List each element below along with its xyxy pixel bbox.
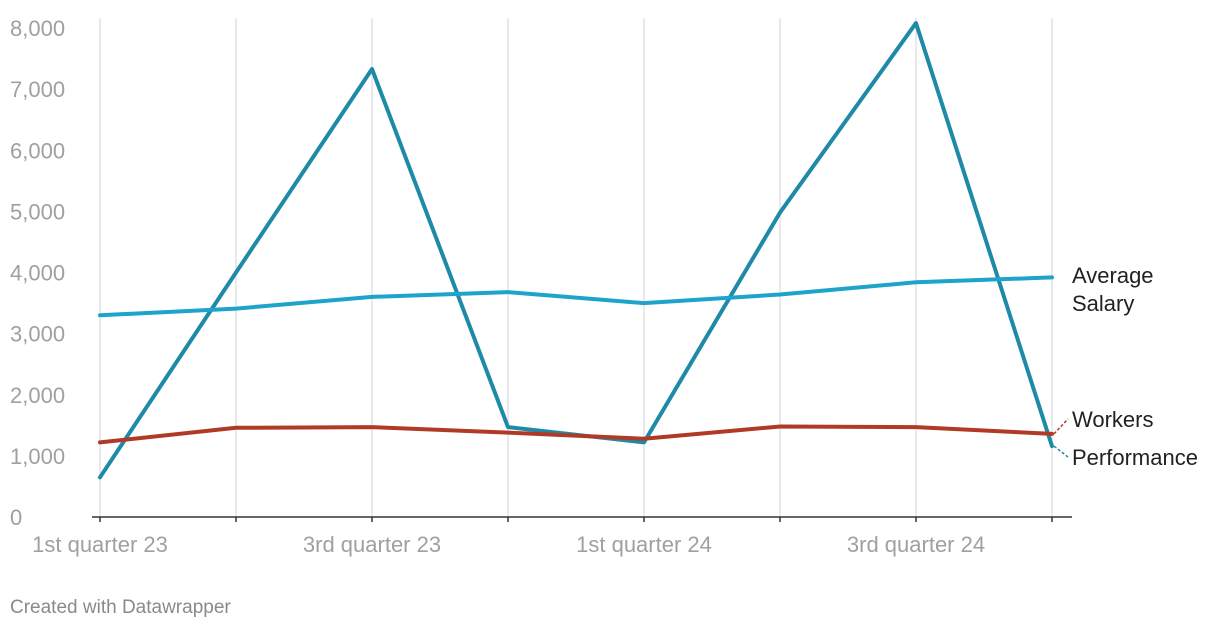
y-tick-label-6: 6,000: [10, 138, 65, 163]
series-lines: [98, 21, 1054, 480]
y-tick-label-7: 7,000: [10, 77, 65, 102]
series-line-performance: [98, 21, 1054, 480]
y-tick-label-8: 8,000: [10, 16, 65, 41]
series-line-workers: [98, 424, 1054, 445]
label-connector-workers: [1053, 418, 1069, 435]
series-label-performance: Performance: [1072, 445, 1198, 470]
x-tick-label-0: 1st quarter 23: [32, 532, 168, 557]
x-tick-label-3: 3rd quarter 24: [847, 532, 985, 557]
x-tick-label-1: 3rd quarter 23: [303, 532, 441, 557]
y-tick-label-0: 0: [10, 505, 22, 530]
grid-lines: [99, 18, 1053, 517]
series-label-workers: Workers: [1072, 407, 1154, 432]
y-tick-label-4: 4,000: [10, 261, 65, 286]
x-tick-label-2: 1st quarter 24: [576, 532, 712, 557]
series-label-average-salary: Average Salary: [1072, 263, 1154, 316]
y-axis: 0 1,000 2,000 3,000 4,000 5,000 6,000 7,000 8,00…: [10, 16, 65, 530]
credit-text: Created with Datawrapper: [10, 597, 231, 618]
x-axis: 1st quarter 23 3rd quarter 23 1st quarter …: [32, 516, 1072, 557]
y-tick-label-2: 2,000: [10, 383, 65, 408]
label-connector-performance: [1053, 445, 1069, 458]
y-tick-label-5: 5,000: [10, 199, 65, 224]
series-line-average-salary: [98, 275, 1054, 318]
y-tick-label-1: 1,000: [10, 444, 65, 469]
series-labels: Performance Average Salary Workers: [1053, 263, 1198, 470]
y-tick-label-3: 3,000: [10, 322, 65, 347]
